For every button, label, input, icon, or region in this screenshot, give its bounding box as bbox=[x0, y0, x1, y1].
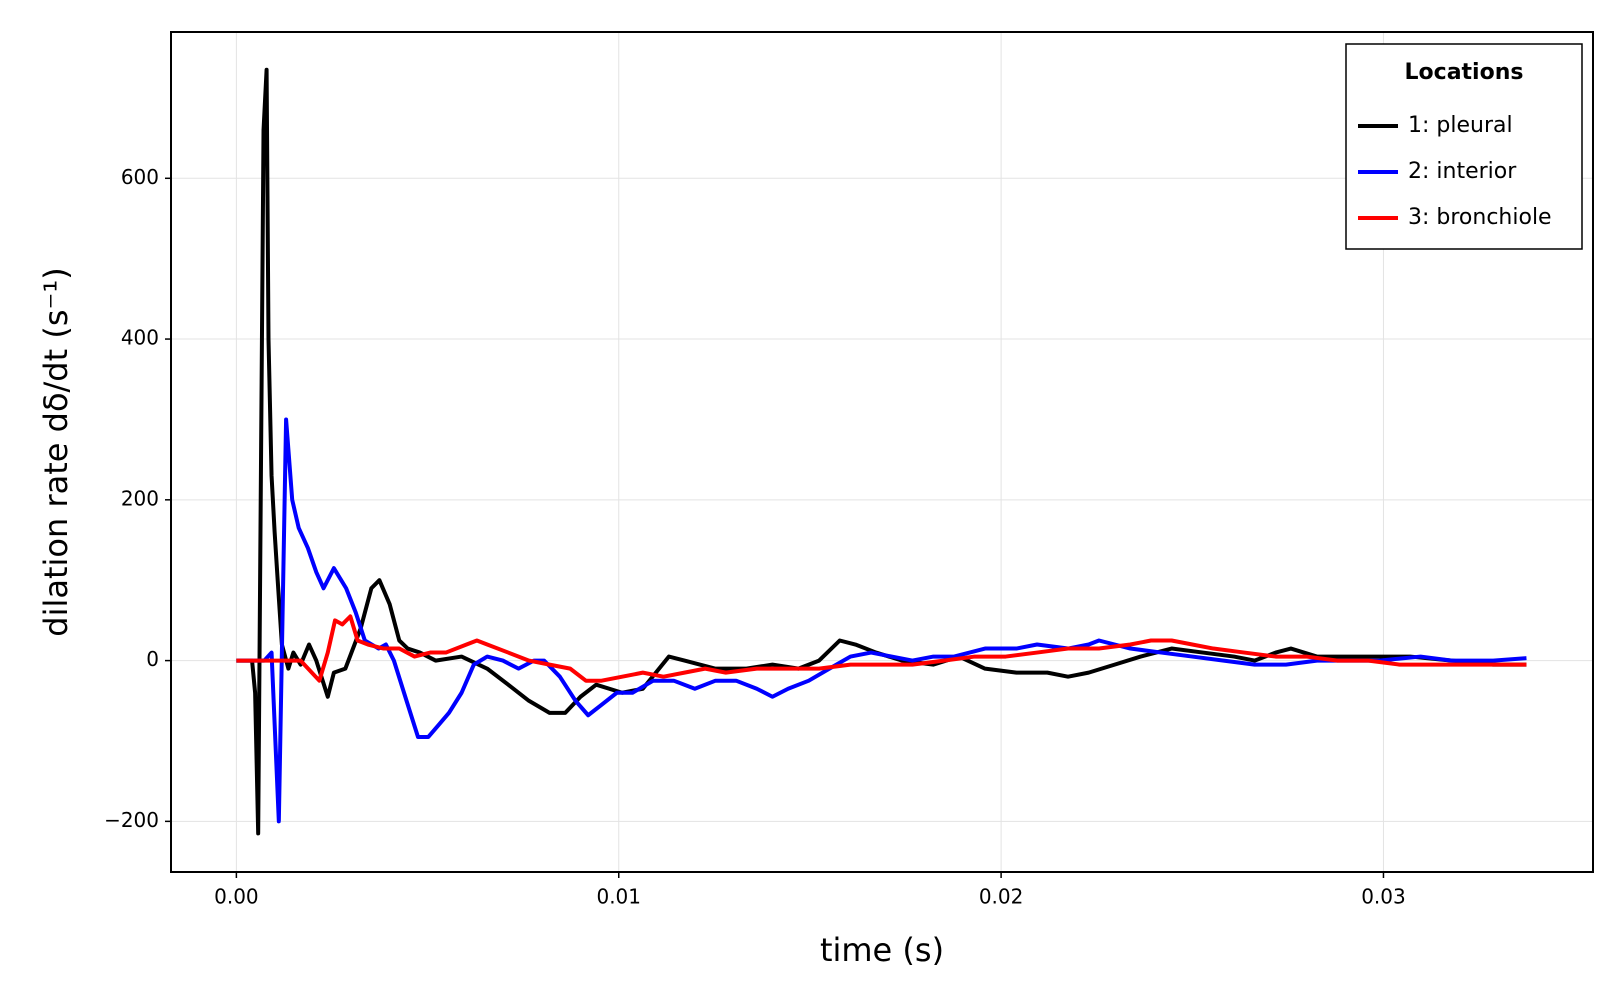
y-tick-label: 600 bbox=[121, 165, 159, 189]
legend-title: Locations bbox=[1405, 60, 1524, 85]
plot-frame bbox=[170, 31, 1594, 873]
x-tick-label: 0.02 bbox=[979, 885, 1024, 909]
legend-label: 3: bronchiole bbox=[1408, 205, 1552, 230]
series-line bbox=[236, 614, 1527, 683]
y-tick-label: 200 bbox=[121, 486, 159, 510]
x-tick-label: 0.01 bbox=[596, 885, 641, 909]
legend-label: 2: interior bbox=[1408, 159, 1517, 184]
legend-box bbox=[1345, 43, 1583, 250]
series-line bbox=[236, 417, 1527, 824]
x-tick-label: 0.00 bbox=[214, 885, 259, 909]
legend: Locations 1: pleural 2: interior 3: bronch… bbox=[1345, 43, 1583, 250]
y-tick-label: 0 bbox=[146, 647, 159, 671]
y-tick-label: 400 bbox=[121, 326, 159, 350]
x-tick-label: 0.03 bbox=[1361, 885, 1406, 909]
y-axis-label: dilation rate dδ/dt (s⁻¹) bbox=[37, 267, 75, 636]
x-axis-label: time (s) bbox=[820, 931, 944, 969]
y-tick-label: −200 bbox=[104, 808, 159, 832]
legend-label: 1: pleural bbox=[1408, 113, 1513, 138]
